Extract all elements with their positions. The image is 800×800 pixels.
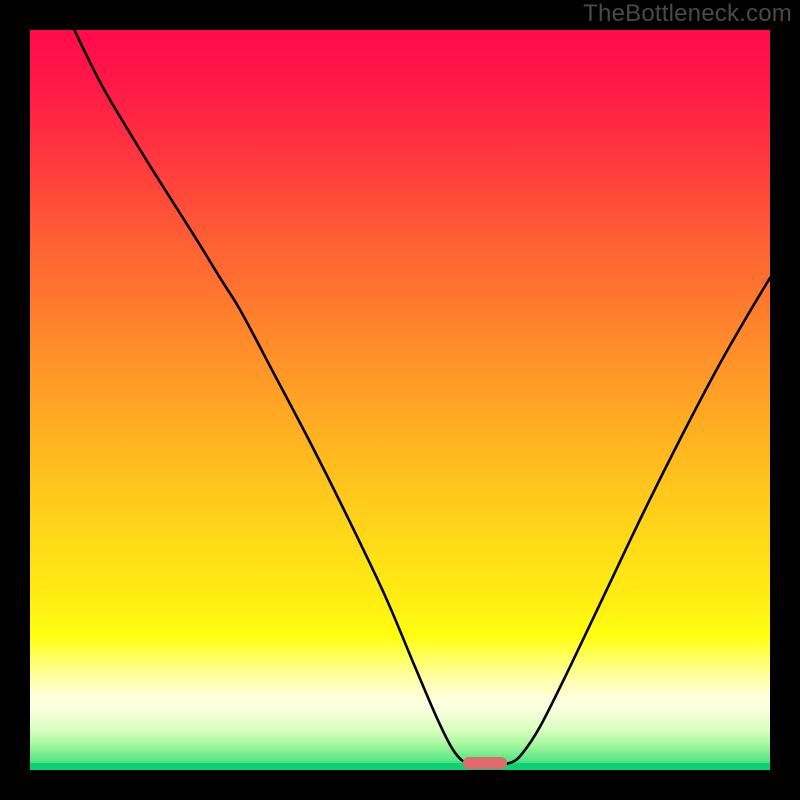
plot-area [30, 30, 770, 770]
watermark-text: TheBottleneck.com [583, 0, 792, 28]
optimum-marker [463, 757, 507, 769]
bottleneck-curve [30, 30, 770, 770]
chart-frame: TheBottleneck.com [0, 0, 800, 800]
curve-path [74, 30, 770, 764]
